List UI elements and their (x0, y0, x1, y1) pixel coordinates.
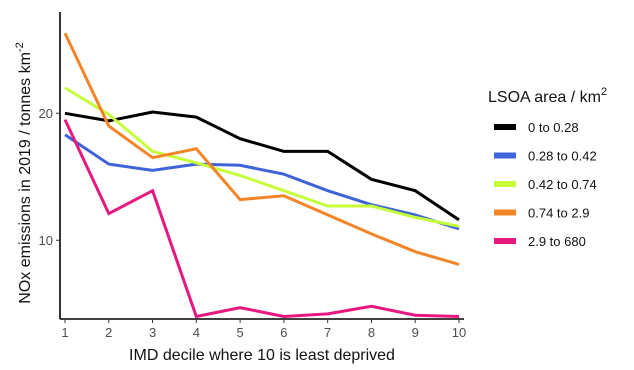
y-tick-label: 10 (39, 233, 53, 248)
x-axis-title: IMD decile where 10 is least deprived (129, 347, 395, 364)
legend: LSOA area / km2 0 to 0.28 0.28 to 0.42 0.4… (488, 86, 607, 249)
x-tick-label: 4 (193, 325, 200, 340)
x-tick-label: 2 (105, 325, 112, 340)
series-line-0-42-to-0-74 (64, 86, 460, 228)
legend-label-0-28-to-0-42: 0.28 to 0.42 (528, 149, 597, 164)
series-line-0-to-0-28 (64, 110, 460, 222)
series-lines (63, 32, 460, 319)
legend-title: LSOA area / km2 (488, 86, 607, 106)
series-line-0-74-to-2-9 (63, 32, 460, 266)
y-axis-title-main: NOx emissions in 2019 / tonnes km (17, 52, 34, 304)
y-tick-label: 20 (39, 106, 53, 121)
series-line-0-28-to-0-42 (64, 133, 460, 231)
x-tick-label: 5 (236, 325, 243, 340)
legend-title-superscript: 2 (601, 86, 607, 98)
legend-label-0-42-to-0-74: 0.42 to 0.74 (528, 177, 597, 192)
x-tick-label: 6 (280, 325, 287, 340)
x-tick-label: 3 (149, 325, 156, 340)
legend-title-main: LSOA area / km (488, 89, 601, 106)
series-line-2-9-to-680 (63, 118, 460, 319)
x-tick-label: 8 (368, 325, 375, 340)
legend-label-2-9-to-680: 2.9 to 680 (528, 234, 586, 249)
legend-label-0-to-0-28: 0 to 0.28 (528, 120, 579, 135)
y-axis-title: NOx emissions in 2019 / tonnes km-2 (14, 42, 34, 303)
y-axis-title-superscript: -2 (14, 42, 26, 52)
x-tick-label: 9 (412, 325, 419, 340)
axes: 1 2 3 4 5 6 7 8 9 10 10 20 (39, 12, 466, 340)
x-tick-label: 1 (61, 325, 68, 340)
x-tick-label: 10 (452, 325, 466, 340)
x-tick-label: 7 (324, 325, 331, 340)
legend-label-0-74-to-2-9: 0.74 to 2.9 (528, 206, 589, 221)
